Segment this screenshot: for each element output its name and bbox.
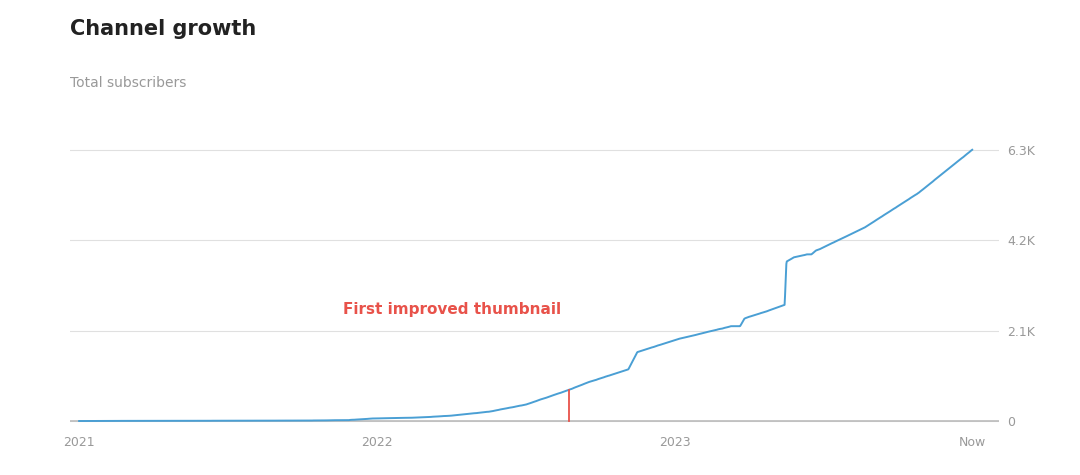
Text: First improved thumbnail: First improved thumbnail	[343, 303, 562, 317]
Text: Channel growth: Channel growth	[70, 19, 256, 39]
Text: Total subscribers: Total subscribers	[70, 76, 187, 90]
